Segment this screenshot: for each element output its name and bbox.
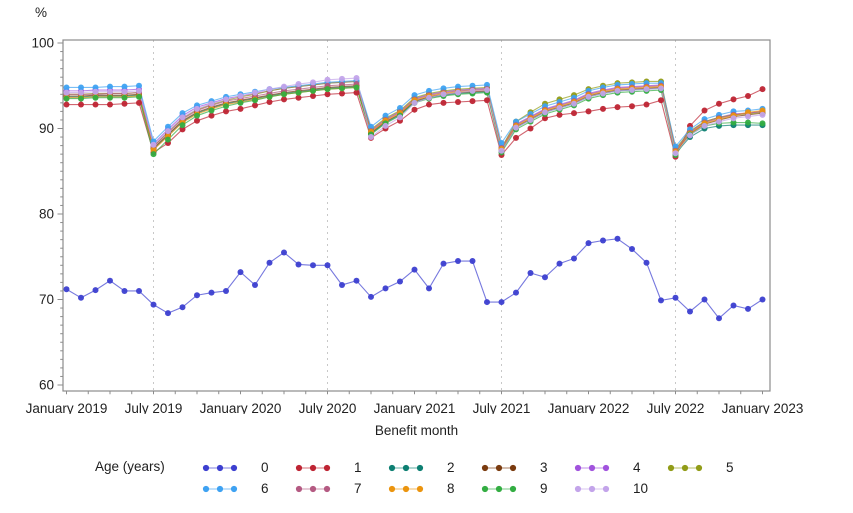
legend-item-age-1: 1 xyxy=(294,460,387,475)
legend-label: 4 xyxy=(633,460,641,475)
legend-item-age-6: 6 xyxy=(201,481,294,496)
legend-marker-icon xyxy=(481,464,517,471)
legend-item-age-5: 5 xyxy=(666,460,759,475)
plot-area: 60 70 80 90 100 January 2019 July 2019 January … xyxy=(26,36,804,415)
legend-label: 9 xyxy=(540,481,548,496)
svg-text:90: 90 xyxy=(39,121,54,136)
legend-item-age-4: 4 xyxy=(573,460,666,475)
legend-marker-icon xyxy=(295,464,331,471)
legend-marker-icon xyxy=(481,485,517,492)
svg-text:July 2020: July 2020 xyxy=(299,401,357,414)
legend-item-age-3: 3 xyxy=(480,460,573,475)
svg-text:July 2021: July 2021 xyxy=(473,401,531,414)
legend: Age (years) 0 1 2 3 4 5 6 7 8 9 10 xyxy=(95,457,759,499)
y-axis-unit-label: % xyxy=(35,5,48,20)
svg-text:January 2021: January 2021 xyxy=(374,401,456,414)
legend-item-age-7: 7 xyxy=(294,481,387,496)
legend-marker-icon xyxy=(388,485,424,492)
legend-marker-icon xyxy=(295,485,331,492)
legend-label: 6 xyxy=(261,481,269,496)
legend-marker-icon xyxy=(388,464,424,471)
legend-label: 7 xyxy=(354,481,362,496)
legend-label: 8 xyxy=(447,481,455,496)
legend-item-age-10: 10 xyxy=(573,481,666,496)
svg-text:July 2022: July 2022 xyxy=(647,401,705,414)
legend-title: Age (years) xyxy=(95,459,165,474)
legend-item-age-8: 8 xyxy=(387,481,480,496)
svg-text:January 2020: January 2020 xyxy=(200,401,282,414)
legend-label: 0 xyxy=(261,460,269,475)
legend-item-age-0: 0 xyxy=(201,460,294,475)
svg-text:January 2023: January 2023 xyxy=(722,401,804,414)
svg-text:80: 80 xyxy=(39,207,54,222)
legend-marker-icon xyxy=(202,464,238,471)
svg-text:January 2019: January 2019 xyxy=(26,401,108,414)
legend-marker-icon xyxy=(574,485,610,492)
svg-text:January 2022: January 2022 xyxy=(548,401,630,414)
svg-text:70: 70 xyxy=(39,292,54,307)
svg-text:100: 100 xyxy=(31,36,54,51)
legend-label: 10 xyxy=(633,481,649,496)
legend-marker-icon xyxy=(574,464,610,471)
legend-item-age-2: 2 xyxy=(387,460,480,475)
legend-row: 0 1 2 3 4 5 xyxy=(201,457,759,478)
legend-rows: 0 1 2 3 4 5 6 7 8 9 10 xyxy=(201,457,759,499)
svg-text:July 2019: July 2019 xyxy=(125,401,183,414)
legend-label: 5 xyxy=(726,460,734,475)
legend-label: 3 xyxy=(540,460,548,475)
legend-marker-icon xyxy=(202,485,238,492)
legend-label: 2 xyxy=(447,460,455,475)
legend-row: 6 7 8 9 10 xyxy=(201,478,759,499)
legend-marker-icon xyxy=(667,464,703,471)
svg-text:60: 60 xyxy=(39,378,54,393)
x-axis-title: Benefit month xyxy=(374,423,459,438)
legend-label: 1 xyxy=(354,460,362,475)
legend-item-age-9: 9 xyxy=(480,481,573,496)
